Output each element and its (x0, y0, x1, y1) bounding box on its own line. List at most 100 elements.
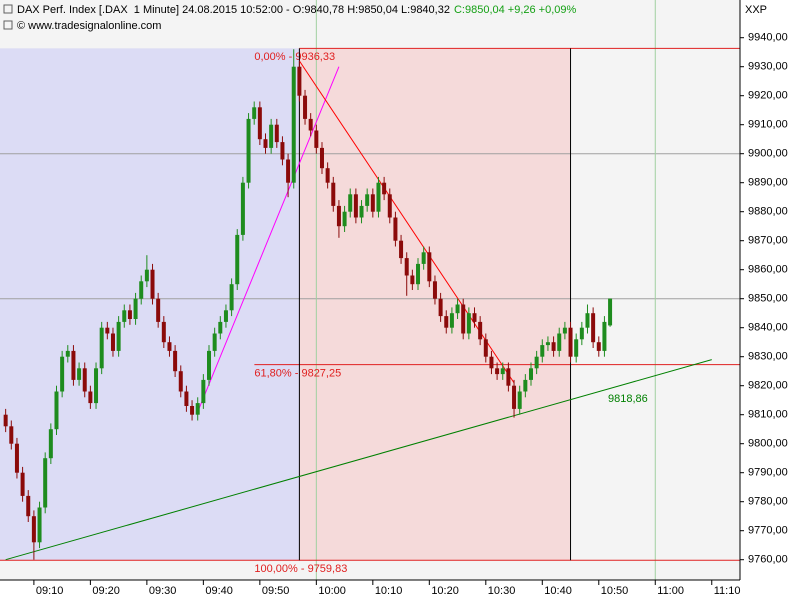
x-tick-label: 09:20 (92, 585, 120, 597)
candle-body (342, 211, 347, 227)
candle-body (48, 429, 53, 459)
candle-body (280, 142, 285, 160)
candle-body (9, 426, 14, 444)
candle-body (506, 368, 511, 386)
y-tick-label: 9900,00 (748, 148, 788, 160)
candle-body (574, 339, 579, 357)
quote-text: C:9850,04 +9,26 +0,09% (454, 4, 577, 16)
candle-body (365, 194, 370, 206)
candle-body (466, 313, 471, 334)
trendline (5, 359, 712, 561)
candle-body (133, 298, 138, 319)
candle-body (353, 194, 358, 218)
candle-body (410, 275, 415, 285)
fib-level-label: 61,80% - 9827,25 (254, 368, 341, 380)
x-tick-label: 10:50 (601, 585, 629, 597)
icon (3, 4, 13, 14)
trendline-label: 9818,86 (608, 393, 648, 405)
candle-body (421, 252, 426, 264)
candle-body (472, 313, 477, 322)
x-tick-label: 11:10 (714, 585, 741, 597)
candle-body (579, 327, 584, 340)
candle-body (545, 342, 550, 346)
y-tick-label: 9860,00 (748, 264, 788, 276)
candle-body (229, 284, 234, 311)
candle-body (274, 124, 279, 143)
candle-body (212, 333, 217, 351)
x-tick-label: 11:00 (657, 585, 684, 597)
candle-body (489, 356, 494, 369)
x-tick-label: 10:20 (431, 585, 459, 597)
axis-area (740, 0, 800, 600)
candle-body (387, 194, 392, 218)
candle-body (478, 321, 483, 340)
symbol-code: XXP (745, 4, 767, 16)
candle-body (116, 321, 121, 351)
candle-body (528, 368, 533, 380)
y-tick-label: 9810,00 (748, 409, 788, 421)
candle-body (43, 458, 48, 508)
candle-body (551, 342, 556, 351)
candle-body (382, 182, 387, 195)
candle-body (517, 391, 522, 409)
candle-body (596, 342, 601, 351)
candle-body (178, 371, 183, 392)
trendline (197, 66, 340, 412)
title-text: DAX Perf. Index [.DAX 1 Minute] 24.08.20… (17, 4, 450, 16)
candle-body (26, 495, 31, 517)
y-tick-label: 9920,00 (748, 90, 788, 102)
x-tick-label: 09:40 (205, 585, 233, 597)
candle-body (195, 403, 200, 415)
y-tick-label: 9850,00 (748, 293, 788, 305)
candle-body (122, 310, 127, 322)
candle-body (376, 182, 381, 212)
candle-body (20, 472, 25, 496)
x-tick-label: 09:10 (36, 585, 64, 597)
candle-body (235, 234, 240, 285)
candle-body (127, 310, 132, 319)
candle-body (540, 345, 545, 357)
y-tick-label: 9830,00 (748, 351, 788, 363)
candle-body (223, 310, 228, 322)
candle-body (393, 217, 398, 241)
candle-body (240, 182, 245, 235)
candle-body (252, 107, 257, 119)
candle-body (557, 333, 562, 351)
candle-body (512, 385, 517, 409)
candle-body (31, 516, 36, 543)
x-tick-label: 10:00 (318, 585, 346, 597)
candle-body (534, 356, 539, 369)
candle-body (336, 205, 341, 227)
candle-body (257, 107, 262, 140)
candle-body (88, 391, 93, 404)
candle-body (286, 159, 291, 183)
y-tick-label: 9760,00 (748, 554, 788, 566)
candle-body (444, 316, 449, 328)
candle-body (291, 66, 296, 183)
candle-body (99, 327, 104, 369)
candle-body (608, 298, 613, 326)
candle-body (82, 368, 87, 392)
candle-body (404, 258, 409, 276)
x-tick-label: 09:30 (149, 585, 177, 597)
candle-body (370, 194, 375, 212)
candle-body (562, 327, 567, 334)
candle-body (483, 339, 488, 357)
candle-body (500, 368, 505, 375)
x-tick-label: 10:30 (488, 585, 516, 597)
candle-body (263, 139, 268, 148)
candle-body (438, 298, 443, 317)
y-tick-label: 9870,00 (748, 235, 788, 247)
x-tick-label: 09:50 (262, 585, 290, 597)
y-tick-label: 9930,00 (748, 61, 788, 73)
candle-body (455, 304, 460, 314)
x-tick-label: 10:40 (544, 585, 572, 597)
candle-body (348, 194, 353, 212)
icon (3, 20, 13, 30)
candle-body (523, 379, 528, 392)
y-tick-label: 9940,00 (748, 32, 788, 44)
y-tick-label: 9890,00 (748, 177, 788, 189)
candle-body (449, 313, 454, 328)
candle-body (201, 379, 206, 404)
